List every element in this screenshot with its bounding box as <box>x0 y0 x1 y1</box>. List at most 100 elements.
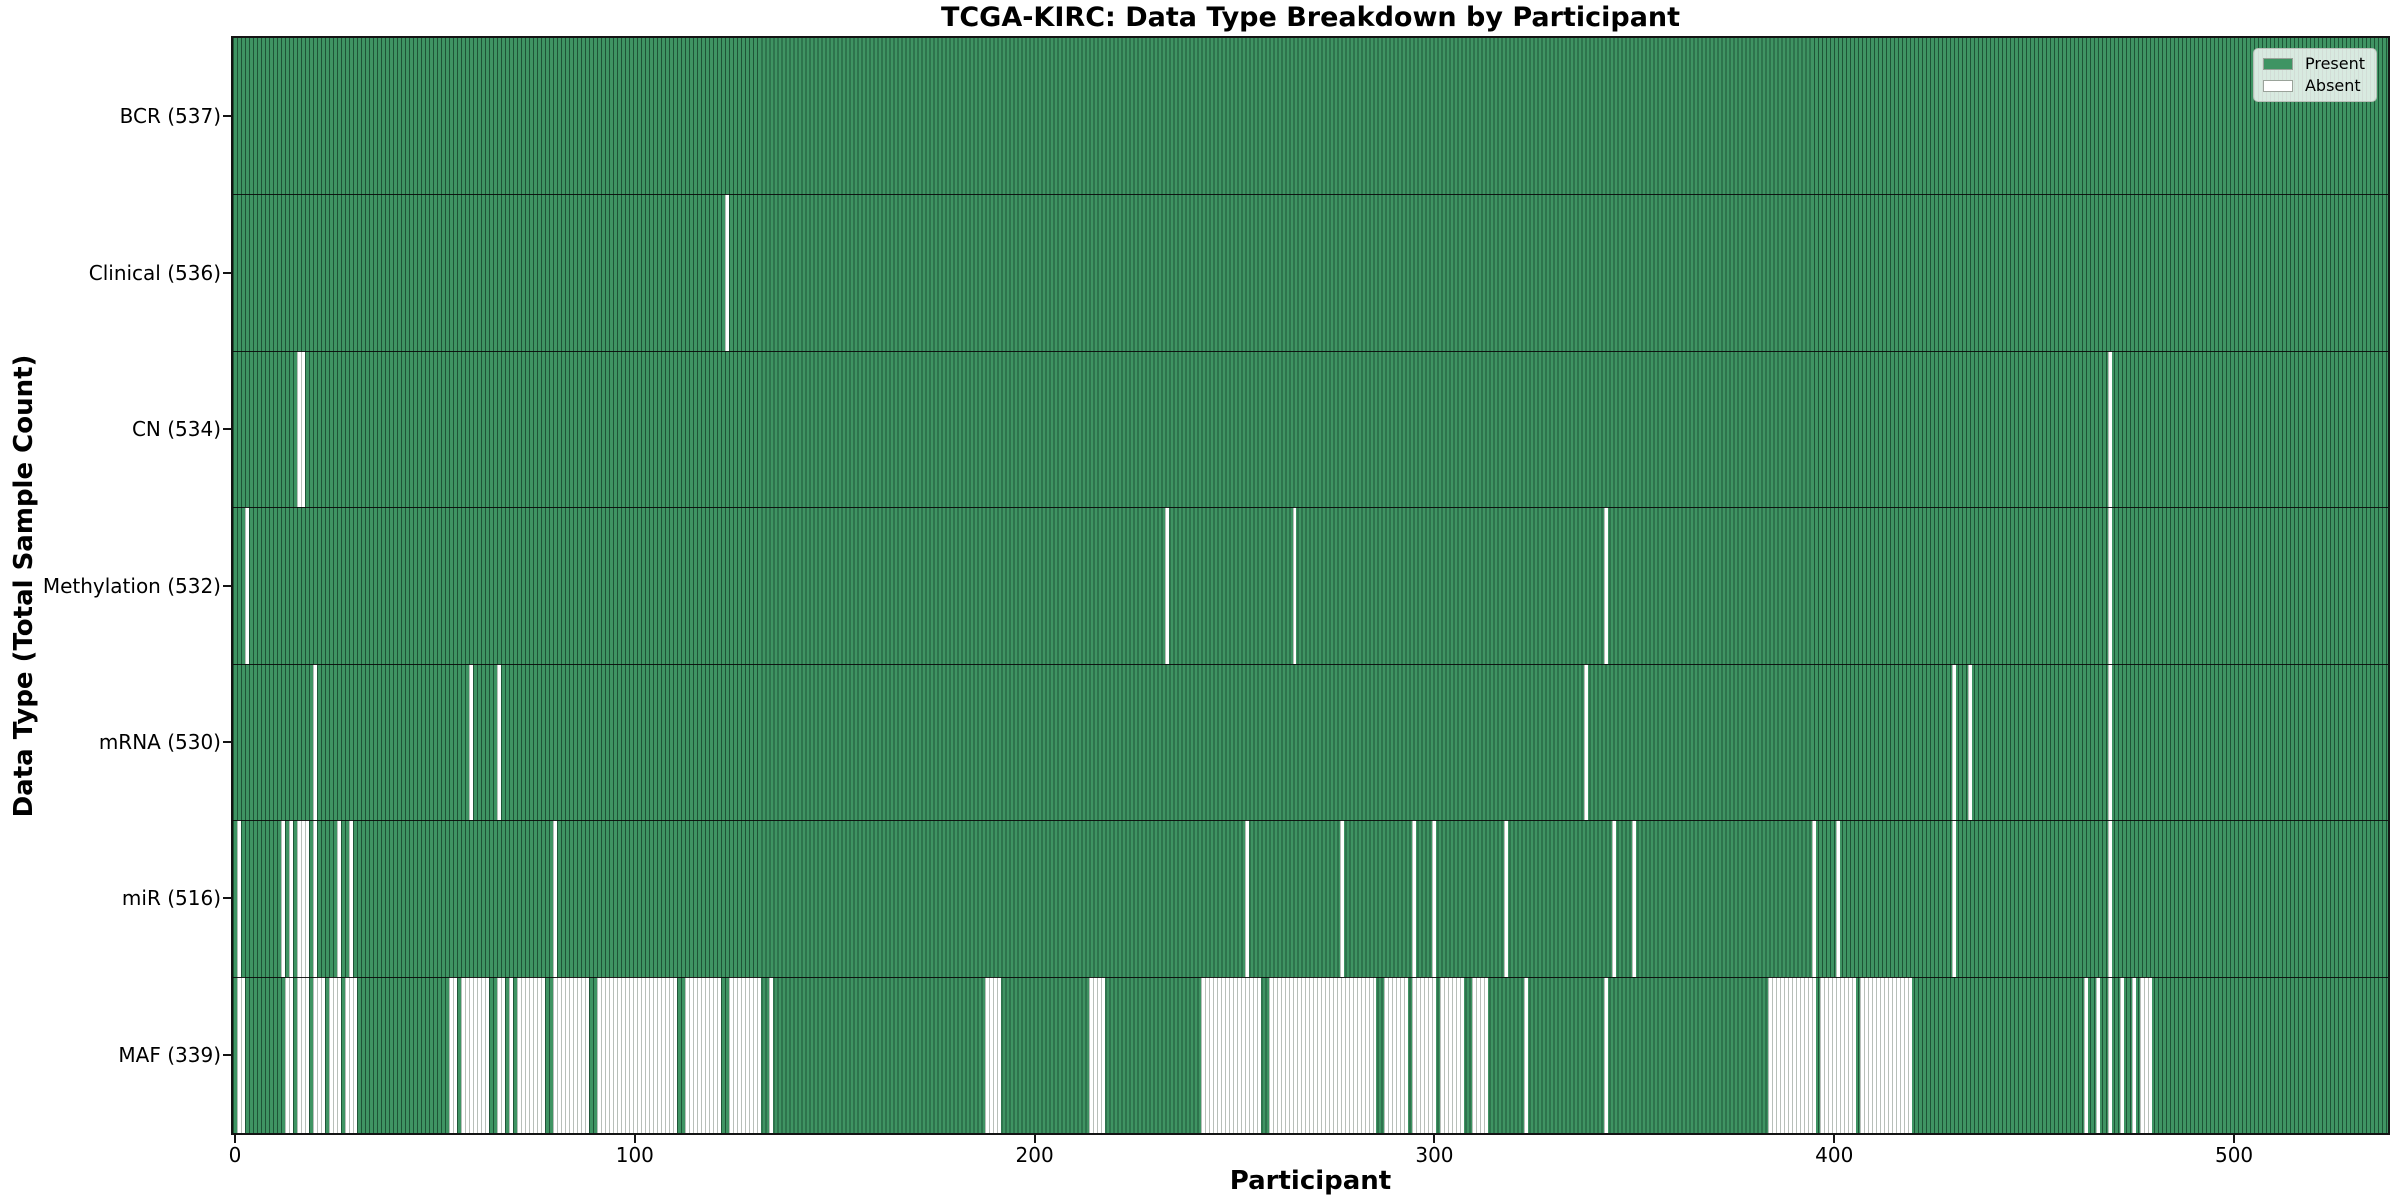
chart-title: TCGA-KIRC: Data Type Breakdown by Partic… <box>940 2 1681 33</box>
absent-stripe <box>284 976 293 1133</box>
absent-stripe <box>508 976 513 1133</box>
presence-row-methylation <box>233 507 2388 664</box>
y-tick-mark <box>223 428 231 431</box>
absent-stripe <box>1200 976 1261 1133</box>
absent-stripe <box>1164 507 1169 664</box>
absent-stripe <box>1952 663 1957 821</box>
x-tick-label-400: 400 <box>1815 1143 1854 1167</box>
absent-stripe <box>236 976 245 1133</box>
absent-stripe <box>496 976 505 1133</box>
row-separator <box>233 507 2388 509</box>
absent-stripe <box>312 820 317 977</box>
x-tick-mark <box>2233 1135 2236 1143</box>
absent-stripe <box>2108 976 2113 1133</box>
absent-stripe <box>1268 976 1377 1133</box>
absent-stripe <box>312 663 317 821</box>
absent-stripe <box>1472 976 1489 1133</box>
absent-stripe <box>280 820 285 977</box>
presence-row-cn <box>233 350 2388 508</box>
absent-stripe <box>1412 820 1417 977</box>
absent-stripe <box>328 976 341 1133</box>
absent-stripe <box>1612 820 1617 977</box>
absent-stripe <box>312 976 325 1133</box>
y-tick-mark <box>223 1053 231 1056</box>
absent-stripe <box>2140 976 2153 1133</box>
absent-stripe <box>1632 820 1637 977</box>
presence-row-bcr <box>233 38 2388 194</box>
x-tick-mark <box>1433 1135 1436 1143</box>
y-tick-label-methylation: Methylation (532) <box>42 573 221 598</box>
absent-stripe <box>296 976 309 1133</box>
absent-stripe <box>1812 820 1817 977</box>
absent-stripe <box>1584 663 1589 821</box>
row-separator <box>233 663 2388 665</box>
x-tick-label-100: 100 <box>615 1143 654 1167</box>
absent-stripe <box>1820 976 1857 1133</box>
absent-stripe <box>728 976 761 1133</box>
absent-stripe <box>296 820 309 977</box>
absent-stripe <box>1292 507 1297 664</box>
x-tick-label-500: 500 <box>2214 1143 2254 1167</box>
absent-stripe <box>552 820 557 977</box>
absent-stripe <box>2084 976 2089 1133</box>
row-separator <box>233 820 2388 822</box>
plot-area: Present Absent <box>233 38 2388 1133</box>
absent-stripe <box>596 976 677 1133</box>
x-axis-title: Participant <box>1229 1166 1392 1196</box>
absent-stripe <box>244 507 249 664</box>
row-separator <box>233 194 2388 196</box>
absent-stripe <box>460 976 489 1133</box>
y-tick-label-mir: miR (516) <box>121 886 221 911</box>
absent-stripe <box>336 820 341 977</box>
absent-stripe <box>344 976 357 1133</box>
y-tick-label-bcr: BCR (537) <box>119 104 221 129</box>
legend-entry-present: Present <box>2262 54 2365 73</box>
absent-stripe <box>2108 663 2113 821</box>
absent-stripe <box>236 820 241 977</box>
y-tick-label-cn: CN (534) <box>131 417 221 442</box>
x-tick-mark <box>1033 1135 1036 1143</box>
absent-stripe <box>1860 976 1913 1133</box>
absent-stripe <box>288 820 293 977</box>
absent-stripe <box>1384 976 1409 1133</box>
presence-row-maf <box>233 976 2388 1133</box>
absent-stripe <box>1432 820 1437 977</box>
presence-row-mrna <box>233 663 2388 821</box>
absent-stripe <box>1524 976 1529 1133</box>
y-tick-label-clinical: Clinical (536) <box>88 260 221 285</box>
y-tick-mark <box>223 584 231 587</box>
x-tick-label-200: 200 <box>1015 1143 1054 1167</box>
absent-stripe <box>1244 820 1249 977</box>
absent-stripe <box>348 820 353 977</box>
absent-stripe <box>496 663 501 821</box>
absent-stripe <box>468 663 473 821</box>
absent-stripe <box>768 976 773 1133</box>
absent-stripe <box>1604 976 1609 1133</box>
absent-stripe <box>2096 976 2101 1133</box>
absent-stripe <box>2120 976 2125 1133</box>
absent-stripe <box>1440 976 1465 1133</box>
x-tick-label-300: 300 <box>1415 1143 1454 1167</box>
absent-stripe <box>448 976 457 1133</box>
absent-stripe <box>2108 507 2113 664</box>
absent-stripe <box>1412 976 1437 1133</box>
y-tick-mark <box>223 740 231 743</box>
absent-stripe <box>2132 976 2137 1133</box>
legend-present-label: Present <box>2304 54 2365 73</box>
y-tick-label-mrna: mRNA (530) <box>98 729 221 754</box>
absent-stripe <box>2108 350 2113 508</box>
legend-present-swatch <box>2262 58 2293 70</box>
presence-row-mir <box>233 820 2388 977</box>
absent-stripe <box>724 194 729 351</box>
absent-stripe <box>1604 507 1609 664</box>
absent-stripe <box>984 976 1001 1133</box>
absent-stripe <box>552 976 589 1133</box>
legend-absent-label: Absent <box>2304 76 2361 95</box>
legend: Present Absent <box>2252 48 2377 102</box>
x-tick-mark <box>1833 1135 1836 1143</box>
absent-stripe <box>1968 663 1973 821</box>
y-tick-mark <box>223 115 231 118</box>
absent-stripe <box>1504 820 1509 977</box>
legend-absent-swatch <box>2262 80 2293 92</box>
